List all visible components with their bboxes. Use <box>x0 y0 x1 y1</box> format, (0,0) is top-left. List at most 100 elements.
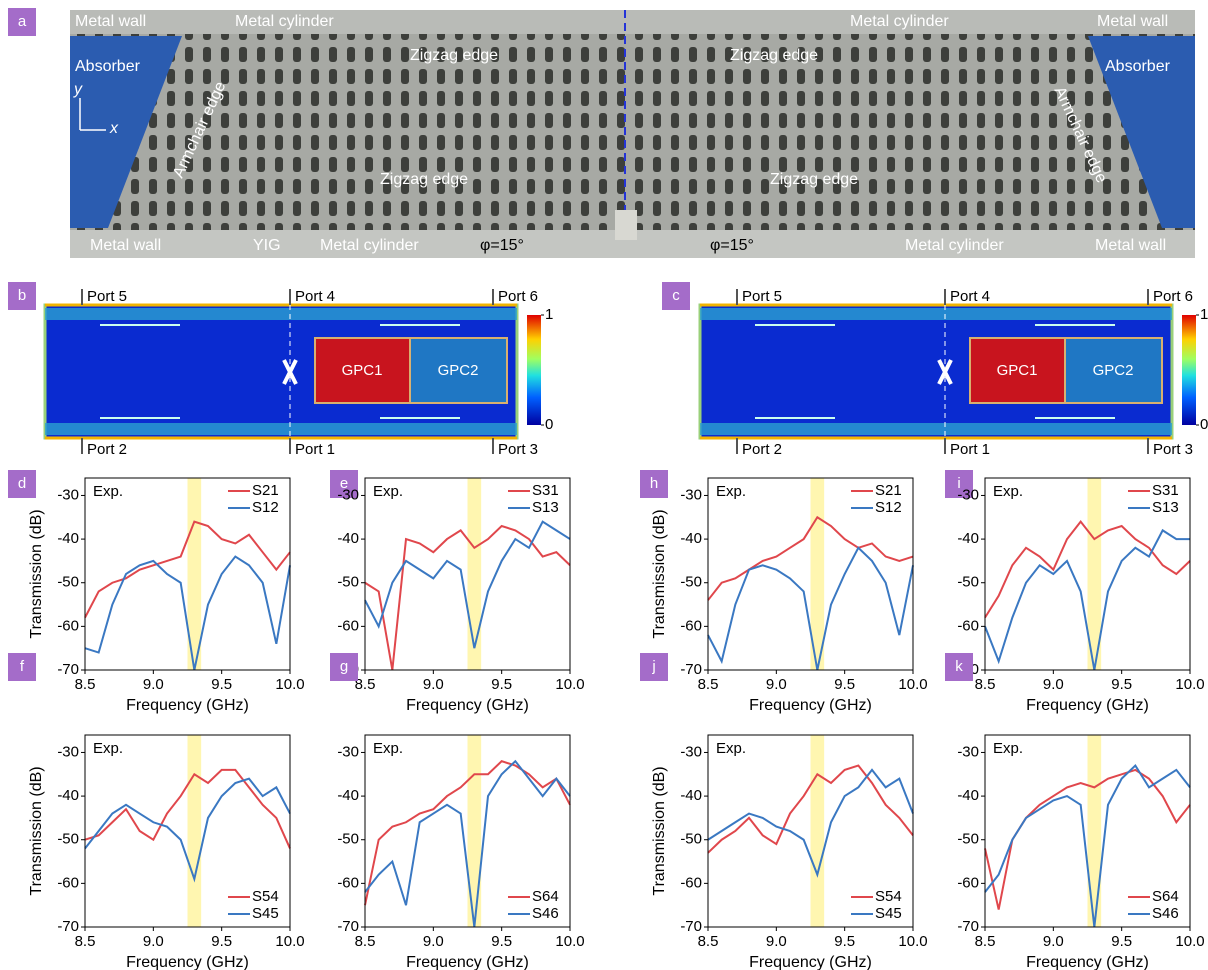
legend-label: S46 <box>532 905 559 922</box>
colorbar-tick-label: 0 <box>1200 416 1208 433</box>
port-label: Port 6 <box>498 288 538 305</box>
highlight-band <box>1088 735 1102 927</box>
photo-label: Metal wall <box>1095 237 1166 254</box>
panel-letter: h <box>650 475 658 492</box>
legend-label: S12 <box>875 499 902 516</box>
legend-label: S21 <box>252 482 279 499</box>
x-tick-label: 10.0 <box>555 933 584 950</box>
x-tick-label: 8.5 <box>75 933 96 950</box>
port-label: Port 2 <box>742 441 782 458</box>
panel-letter: a <box>18 13 27 30</box>
x-tick-label: 10.0 <box>555 676 584 693</box>
colorbar-tick-label: 1 <box>545 306 553 323</box>
panel-label: b <box>8 282 36 310</box>
y-tick-label: -30 <box>680 486 702 503</box>
y-tick-label: -40 <box>57 530 79 547</box>
photo-label: Zigzag edge <box>380 171 468 188</box>
port-label: Port 6 <box>1153 288 1193 305</box>
y-tick-label: -60 <box>57 874 79 891</box>
photo-label: Metal wall <box>75 13 146 30</box>
legend-label: S31 <box>1152 482 1179 499</box>
photo-label: Metal cylinder <box>905 237 1004 254</box>
x-tick-label: 10.0 <box>275 676 304 693</box>
x-tick-label: 9.0 <box>423 676 444 693</box>
photo-label: φ=15° <box>480 237 524 254</box>
x-tick-label: 9.5 <box>491 676 512 693</box>
colorbar-tick-label: 0 <box>545 416 553 433</box>
legend-label: S45 <box>252 905 279 922</box>
port-label: Port 4 <box>950 288 990 305</box>
legend-label: S45 <box>875 905 902 922</box>
panel-letter: d <box>18 475 26 492</box>
axis-label: y <box>73 81 83 98</box>
x-tick-label: 10.0 <box>898 933 927 950</box>
x-tick-label: 9.0 <box>1043 676 1064 693</box>
x-axis-label: Frequency (GHz) <box>406 697 529 714</box>
y-tick-label: -30 <box>57 743 79 760</box>
y-tick-label: -60 <box>957 874 979 891</box>
x-tick-label: 9.5 <box>211 676 232 693</box>
x-tick-label: 8.5 <box>355 933 376 950</box>
y-tick-label: -60 <box>337 617 359 634</box>
block-label: GPC2 <box>438 362 479 379</box>
y-tick-label: -60 <box>957 617 979 634</box>
annotation: Exp. <box>993 740 1023 757</box>
x-axis-label: Frequency (GHz) <box>1026 697 1149 714</box>
photo-label: Absorber <box>1105 58 1171 75</box>
x-tick-label: 9.0 <box>423 933 444 950</box>
panel-letter: j <box>651 658 655 675</box>
panel-label: c <box>662 282 690 310</box>
y-tick-label: -60 <box>680 874 702 891</box>
x-tick-label: 9.5 <box>211 933 232 950</box>
port-label: Port 5 <box>87 288 127 305</box>
photo-label: Zigzag edge <box>730 47 818 64</box>
y-tick-label: -50 <box>680 831 702 848</box>
photo: Metal wall Metal cylinder Zigzag edge Zi… <box>70 10 1195 258</box>
annotation: Exp. <box>373 483 403 500</box>
figure: Metal wall Metal cylinder Zigzag edge Zi… <box>0 0 1208 970</box>
edge-field <box>700 423 1172 435</box>
photo-label: YIG <box>253 237 281 254</box>
x-tick-label: 10.0 <box>275 933 304 950</box>
annotation: Exp. <box>93 740 123 757</box>
colorbar <box>1182 315 1196 425</box>
x-tick-label: 8.5 <box>698 676 719 693</box>
x-tick-label: 10.0 <box>898 676 927 693</box>
y-tick-label: -30 <box>680 743 702 760</box>
x-tick-label: 9.5 <box>491 933 512 950</box>
x-axis-label: Frequency (GHz) <box>126 697 249 714</box>
edge-field <box>45 423 517 435</box>
y-axis-label: Transmission (dB) <box>28 509 45 638</box>
photo-label: φ=15° <box>710 237 754 254</box>
y-tick-label: -60 <box>337 874 359 891</box>
legend-label: S31 <box>532 482 559 499</box>
annotation: Exp. <box>716 740 746 757</box>
x-axis-label: Frequency (GHz) <box>1026 954 1149 970</box>
port-label: Port 2 <box>87 441 127 458</box>
photo-label: Metal wall <box>1097 13 1168 30</box>
x-tick-label: 10.0 <box>1175 933 1204 950</box>
legend-label: S64 <box>532 888 559 905</box>
port-label: Port 1 <box>950 441 990 458</box>
panel-label: a <box>8 8 36 36</box>
photo-label: Zigzag edge <box>770 171 858 188</box>
x-tick-label: 9.5 <box>1111 676 1132 693</box>
highlight-band <box>468 735 482 927</box>
x-tick-label: 9.0 <box>766 933 787 950</box>
y-axis-label: Transmission (dB) <box>28 766 45 895</box>
x-tick-label: 8.5 <box>75 676 96 693</box>
photo-label: Metal wall <box>90 237 161 254</box>
x-tick-label: 9.5 <box>834 933 855 950</box>
x-axis-label: Frequency (GHz) <box>406 954 529 970</box>
x-tick-label: 9.5 <box>834 676 855 693</box>
highlight-band <box>188 735 202 927</box>
x-tick-label: 10.0 <box>1175 676 1204 693</box>
port-label: Port 4 <box>295 288 335 305</box>
highlight-band <box>468 478 482 670</box>
legend-label: S13 <box>1152 499 1179 516</box>
highlight-band <box>811 735 825 927</box>
photo-label: Zigzag edge <box>410 47 498 64</box>
y-tick-label: -40 <box>337 530 359 547</box>
panel-letter: c <box>672 287 680 304</box>
colorbar-tick-label: 1 <box>1200 306 1208 323</box>
